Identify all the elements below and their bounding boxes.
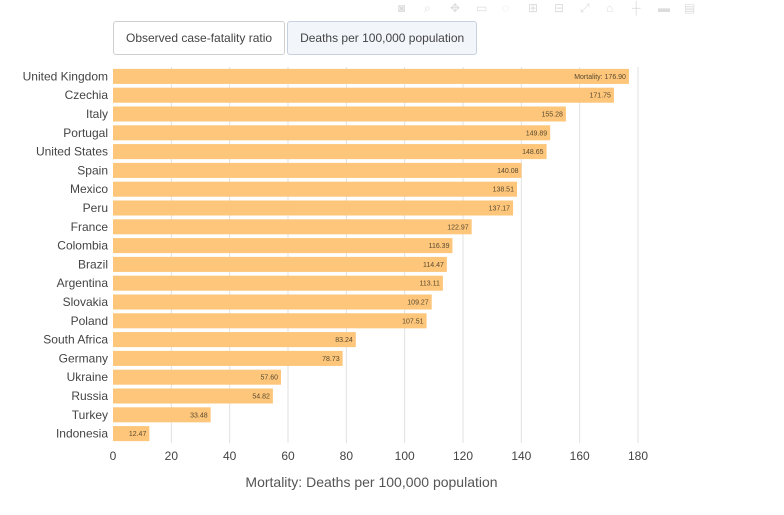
zoom-out-icon[interactable]: ⊟ <box>554 1 565 15</box>
x-tick-label: 140 <box>511 449 531 463</box>
bar[interactable] <box>113 313 427 329</box>
y-tick-label: Argentina <box>57 276 109 290</box>
hover-compare-icon[interactable]: ▤ <box>684 1 696 15</box>
y-tick-label: Colombia <box>57 239 108 253</box>
x-tick-label: 20 <box>165 449 179 463</box>
bar-value-label: 83.24 <box>335 337 353 344</box>
bar-value-label: 148.65 <box>522 149 544 156</box>
tab-deaths-per-100k[interactable]: Deaths per 100,000 population <box>287 21 478 55</box>
y-tick-label: Ukraine <box>67 370 109 384</box>
bar[interactable] <box>113 332 356 348</box>
bar[interactable] <box>113 200 514 216</box>
tab-observed-case-fatality-ratio[interactable]: Observed case-fatality ratio <box>113 21 286 55</box>
y-tick-label: Portugal <box>63 126 108 140</box>
zoom-icon[interactable]: ⌕ <box>424 1 431 15</box>
bar-value-label: 78.73 <box>322 356 340 363</box>
y-tick-label: Slovakia <box>63 295 109 309</box>
y-tick-label: Indonesia <box>56 427 108 441</box>
y-tick-label: South Africa <box>43 333 108 347</box>
x-tick-label: 60 <box>281 449 295 463</box>
y-tick-label: Czechia <box>65 88 109 102</box>
bar-value-label: 33.48 <box>190 412 208 419</box>
bar[interactable] <box>113 106 566 122</box>
bar[interactable] <box>113 388 273 404</box>
x-tick-label: 80 <box>340 449 354 463</box>
bar-value-label: 116.39 <box>429 243 450 250</box>
select-icon[interactable]: ▭ <box>476 1 488 15</box>
spike-icon[interactable]: ┼ <box>632 1 641 15</box>
y-tick-label: France <box>71 220 109 234</box>
bar[interactable] <box>113 238 453 254</box>
y-tick-label: Russia <box>71 389 108 403</box>
bar-value-label: 107.51 <box>402 318 424 325</box>
bar[interactable] <box>113 256 447 272</box>
pan-icon[interactable]: ✥ <box>450 1 461 15</box>
bar[interactable] <box>113 125 551 141</box>
y-tick-label: Spain <box>77 163 108 177</box>
bar-value-label: 171.75 <box>590 93 612 100</box>
x-tick-label: 120 <box>453 449 473 463</box>
reset-icon[interactable]: ⌂ <box>606 1 614 15</box>
x-axis-title: Mortality: Deaths per 100,000 population <box>245 474 497 490</box>
bar[interactable] <box>113 68 629 84</box>
bar-value-labels: Mortality: 176.90 171.75 155.28 149.89 148.6… <box>129 74 626 438</box>
metric-tabs: Observed case-fatality ratio Deaths per … <box>113 21 479 55</box>
x-tick-label: 0 <box>110 449 117 463</box>
x-tick-label: 100 <box>395 449 415 463</box>
bar-value-label: 155.28 <box>541 112 563 119</box>
camera-icon[interactable]: ◙ <box>398 1 406 15</box>
y-tick-label: Poland <box>71 314 108 328</box>
bar-value-label: 54.82 <box>252 394 270 401</box>
bar[interactable] <box>113 350 343 366</box>
lasso-icon[interactable]: ◌ <box>502 1 510 15</box>
bar-value-label: 57.60 <box>260 375 278 382</box>
chart-modebar[interactable]: ◙ ⌕ ✥ ▭ ◌ ⊞ ⊟ ⤢ ⌂ ┼ ▬ ▤ <box>398 2 696 20</box>
bar-value-label: 12.47 <box>129 431 147 438</box>
zoom-in-icon[interactable]: ⊞ <box>528 1 539 15</box>
y-tick-label: Brazil <box>78 257 108 271</box>
bar[interactable] <box>113 275 443 291</box>
bar-value-label: 113.11 <box>420 281 440 288</box>
gridlines <box>170 67 639 443</box>
bar-value-label: 140.08 <box>497 168 519 175</box>
x-tick-label: 160 <box>570 449 590 463</box>
y-tick-label: Peru <box>83 201 108 215</box>
bar[interactable] <box>113 369 281 385</box>
bar-value-label: 137.17 <box>489 206 511 213</box>
y-axis-tick-labels: United Kingdom Czechia Italy Portugal United… <box>23 69 109 440</box>
bar[interactable] <box>113 407 211 423</box>
bar-value-label: 122.97 <box>447 224 469 231</box>
y-tick-label: Turkey <box>72 408 108 422</box>
y-tick-label: Italy <box>86 107 108 121</box>
y-tick-label: Mexico <box>70 182 108 196</box>
bar-value-label: 109.27 <box>407 300 429 307</box>
x-axis-tick-labels: 0 20 40 60 80 100 120 140 160 180 <box>110 449 649 463</box>
y-tick-label: Germany <box>59 351 108 365</box>
y-tick-label: United States <box>36 145 108 159</box>
hover-closest-icon[interactable]: ▬ <box>658 1 670 15</box>
bars <box>113 68 629 442</box>
autoscale-icon[interactable]: ⤢ <box>580 1 590 15</box>
bar[interactable] <box>113 87 614 103</box>
bar-value-label: 149.89 <box>526 130 548 137</box>
bar[interactable] <box>113 294 432 310</box>
bar-value-label: 138.51 <box>493 187 515 194</box>
bar-value-label: 114.47 <box>423 262 444 269</box>
bar[interactable] <box>113 162 522 178</box>
x-tick-label: 180 <box>628 449 648 463</box>
bar[interactable] <box>113 219 472 235</box>
bar[interactable] <box>113 144 547 160</box>
bar[interactable] <box>113 426 150 442</box>
y-tick-label: United Kingdom <box>23 69 108 83</box>
x-tick-label: 40 <box>223 449 237 463</box>
bar[interactable] <box>113 181 517 197</box>
bar-value-label: Mortality: 176.90 <box>574 74 626 81</box>
